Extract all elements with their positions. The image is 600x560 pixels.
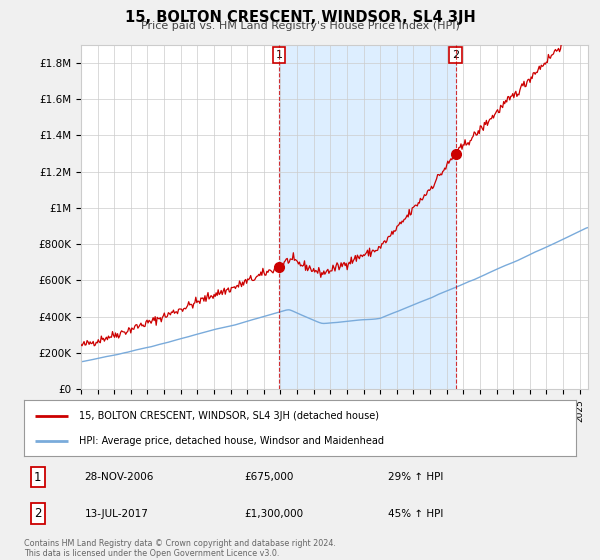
Text: 45% ↑ HPI: 45% ↑ HPI xyxy=(388,508,443,519)
Text: 1: 1 xyxy=(34,470,41,484)
Text: Price paid vs. HM Land Registry's House Price Index (HPI): Price paid vs. HM Land Registry's House … xyxy=(140,21,460,31)
Text: HPI: Average price, detached house, Windsor and Maidenhead: HPI: Average price, detached house, Wind… xyxy=(79,436,384,446)
Text: 1: 1 xyxy=(275,50,283,60)
Text: 13-JUL-2017: 13-JUL-2017 xyxy=(85,508,149,519)
Text: 2: 2 xyxy=(34,507,41,520)
Text: Contains HM Land Registry data © Crown copyright and database right 2024.
This d: Contains HM Land Registry data © Crown c… xyxy=(24,539,336,558)
Text: 29% ↑ HPI: 29% ↑ HPI xyxy=(388,472,443,482)
Text: 2: 2 xyxy=(452,50,459,60)
Bar xyxy=(279,45,455,389)
Text: £1,300,000: £1,300,000 xyxy=(245,508,304,519)
Text: 15, BOLTON CRESCENT, WINDSOR, SL4 3JH: 15, BOLTON CRESCENT, WINDSOR, SL4 3JH xyxy=(125,10,475,25)
Text: £675,000: £675,000 xyxy=(245,472,294,482)
Text: 15, BOLTON CRESCENT, WINDSOR, SL4 3JH (detached house): 15, BOLTON CRESCENT, WINDSOR, SL4 3JH (d… xyxy=(79,410,379,421)
Text: 28-NOV-2006: 28-NOV-2006 xyxy=(85,472,154,482)
